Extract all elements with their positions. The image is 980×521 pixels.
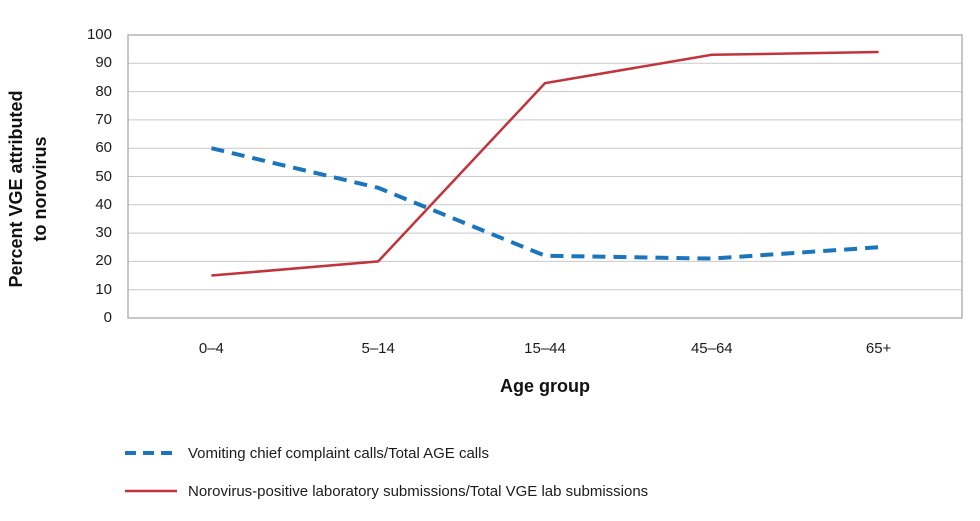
dashed-line-swatch-icon <box>125 451 177 455</box>
x-axis-title: Age group <box>500 376 590 396</box>
y-tick-label: 10 <box>95 280 112 298</box>
x-tick-label: 45–64 <box>690 340 733 357</box>
series-line-1 <box>211 50 879 277</box>
x-tick-label: 65+ <box>865 340 892 357</box>
y-tick-label: 50 <box>95 167 112 185</box>
y-axis-title: Percent VGE attributed to norovirus <box>4 9 56 369</box>
x-tick-label: 0–4 <box>198 340 224 357</box>
legend-item-norovirus-lab: Norovirus-positive laboratory submission… <box>123 476 648 506</box>
y-axis-title-line1: Percent VGE attributed <box>6 90 26 288</box>
legend-label: Norovirus-positive laboratory submission… <box>188 482 649 500</box>
plot-border <box>127 34 963 319</box>
y-tick-label: 80 <box>95 82 112 100</box>
chart-legend: Vomiting chief complaint calls/Total AGE… <box>123 438 648 514</box>
y-tick-label: 40 <box>95 195 112 213</box>
solid-line-swatch-icon <box>125 489 177 493</box>
y-tick-label: 70 <box>95 110 112 128</box>
legend-label: Vomiting chief complaint calls/Total AGE… <box>188 444 489 462</box>
y-tick-label: 0 <box>103 309 112 326</box>
x-tick-label: 15–44 <box>524 340 566 357</box>
series-line-0 <box>210 146 879 261</box>
y-tick-label: 20 <box>95 252 112 270</box>
x-tick-label: 5–14 <box>361 340 395 357</box>
y-tick-label: 30 <box>95 224 112 242</box>
y-tick-label: 100 <box>86 26 112 43</box>
y-tick-label: 90 <box>95 54 112 72</box>
y-tick-label: 60 <box>95 139 112 157</box>
y-axis-title-line2: to norovirus <box>30 136 51 242</box>
legend-item-vomiting-calls: Vomiting chief complaint calls/Total AGE… <box>123 438 648 468</box>
